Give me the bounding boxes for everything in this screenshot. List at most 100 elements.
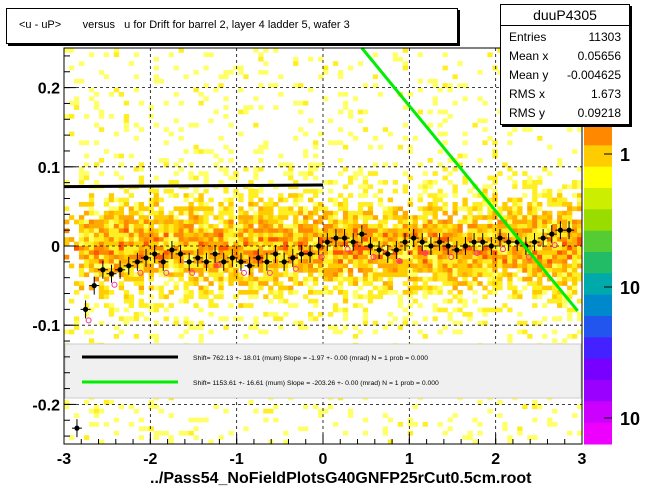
heatmap-cell: [397, 263, 403, 269]
heatmap-cell: [457, 263, 463, 269]
heatmap-cell: [198, 338, 204, 344]
heatmap-cell: [308, 263, 314, 269]
heatmap-cell: [248, 400, 254, 405]
heatmap-cell: [352, 259, 359, 264]
heatmap-cell: [377, 285, 384, 291]
heatmap-cell: [193, 206, 199, 212]
heatmap-cell: [78, 219, 85, 225]
profile-point: [212, 251, 218, 257]
heatmap-cell: [472, 290, 478, 295]
heatmap-cell: [173, 171, 179, 176]
heatmap-cell: [253, 325, 259, 330]
heatmap-cell: [198, 237, 204, 242]
heatmap-cell: [397, 144, 403, 150]
heatmap-cell: [497, 254, 503, 260]
heatmap-cell: [412, 285, 418, 291]
heatmap-cell: [362, 320, 369, 326]
heatmap-cell: [407, 144, 413, 150]
heatmap-cell: [577, 219, 583, 225]
heatmap-cell: [492, 232, 498, 238]
heatmap-cell: [477, 206, 483, 212]
profile-point: [203, 259, 210, 265]
heatmap-cell: [273, 105, 279, 110]
heatmap-cell: [362, 215, 369, 220]
heatmap-cell: [382, 413, 389, 418]
y-tick-label: 0: [51, 239, 60, 256]
heatmap-cell: [138, 215, 144, 220]
heatmap-cell: [98, 158, 105, 163]
heatmap-cell: [407, 219, 413, 225]
heatmap-cell: [407, 246, 413, 251]
y-tick-label: 0.1: [38, 160, 60, 177]
heatmap-cell: [392, 180, 399, 185]
heatmap-cell: [362, 202, 369, 207]
heatmap-cell: [128, 153, 135, 159]
heatmap-cell: [327, 180, 334, 185]
heatmap-cell: [213, 153, 219, 159]
heatmap-cell: [367, 224, 374, 229]
heatmap-cell: [362, 193, 369, 198]
heatmap-cell: [522, 276, 528, 282]
profile-point: [497, 235, 503, 241]
heatmap-cell: [412, 254, 418, 260]
heatmap-cell: [258, 210, 264, 216]
heatmap-cell: [422, 281, 428, 286]
profile-point: [117, 267, 123, 273]
heatmap-cell: [213, 228, 219, 234]
heatmap-cell: [113, 206, 120, 212]
heatmap-cell: [497, 250, 503, 256]
heatmap-cell: [253, 48, 259, 53]
heatmap-cell: [138, 237, 144, 242]
heatmap-cell: [382, 219, 389, 225]
heatmap-cell: [233, 237, 239, 242]
heatmap-cell: [552, 408, 558, 414]
heatmap-cell: [462, 312, 468, 317]
heatmap-cell: [293, 259, 299, 264]
stats-value: 0.05656: [577, 49, 621, 63]
heatmap-cell: [517, 228, 523, 234]
heatmap-cell: [183, 285, 189, 291]
heatmap-cell: [218, 241, 224, 247]
heatmap-cell: [327, 246, 334, 251]
heatmap-cell: [263, 281, 269, 286]
heatmap-cell: [377, 92, 384, 97]
heatmap-cell: [447, 215, 453, 220]
heatmap-cell: [457, 329, 463, 335]
heatmap-cell: [327, 290, 334, 295]
heatmap-cell: [467, 435, 473, 440]
heatmap-cell: [372, 320, 379, 326]
heatmap-cell: [183, 246, 189, 251]
heatmap-cell: [288, 171, 294, 176]
heatmap-cell: [512, 224, 518, 229]
heatmap-cell: [437, 263, 443, 269]
heatmap-cell: [83, 162, 90, 168]
heatmap-cell: [552, 285, 558, 291]
profile-marker: [551, 242, 558, 249]
heatmap-cell: [318, 228, 324, 234]
heatmap-cell: [78, 285, 85, 291]
heatmap-cell: [248, 281, 254, 286]
heatmap-cell: [487, 276, 493, 282]
heatmap-cell: [73, 316, 80, 322]
heatmap-cell: [64, 254, 70, 260]
heatmap-cell: [532, 290, 538, 295]
heatmap-cell: [133, 263, 140, 269]
heatmap-cell: [123, 241, 130, 247]
heatmap-cell: [442, 83, 448, 88]
heatmap-cell: [407, 312, 413, 317]
heatmap-cell: [248, 206, 254, 212]
profile-point: [341, 235, 348, 241]
stats-name: duuP4305: [501, 5, 629, 26]
heatmap-cell: [143, 219, 149, 225]
heatmap-cell: [452, 329, 458, 335]
heatmap-cell: [497, 70, 503, 75]
heatmap-cell: [517, 426, 523, 432]
heatmap-cell: [118, 206, 125, 212]
heatmap-cell: [547, 246, 553, 251]
heatmap-cell: [133, 316, 140, 322]
heatmap-cell: [188, 171, 194, 176]
profile-marker: [344, 246, 351, 253]
heatmap-cell: [562, 224, 568, 229]
heatmap-cell: [193, 188, 199, 194]
heatmap-cell: [88, 285, 95, 291]
